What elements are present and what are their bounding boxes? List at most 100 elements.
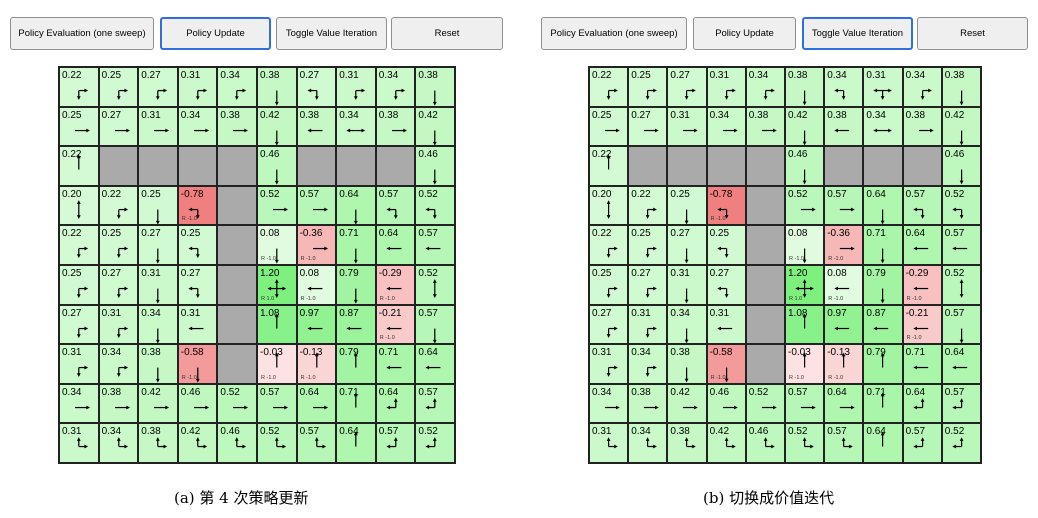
grid-cell[interactable]: 0.71 [902, 344, 942, 384]
grid-cell[interactable]: 0.87 [336, 304, 376, 345]
grid-cell[interactable]: 0.42 [415, 106, 455, 147]
wall-cell[interactable] [745, 264, 785, 305]
grid-cell[interactable]: 0.57 [941, 225, 981, 265]
grid-cell[interactable]: 0.57 [256, 383, 297, 424]
grid-cell[interactable]: 0.34 [745, 67, 785, 107]
reset-button[interactable]: Reset [391, 17, 503, 50]
grid-cell[interactable]: -0.58 R -1.0 [706, 344, 746, 384]
grid-cell[interactable]: 0.52 [785, 185, 825, 226]
grid-cell[interactable]: 0.42 [138, 383, 178, 424]
grid-cell[interactable]: 0.25 [667, 185, 707, 226]
grid-cell[interactable]: 0.31 [177, 67, 218, 107]
grid-cell[interactable]: 0.52 [745, 383, 785, 424]
grid-cell[interactable]: 0.31 [706, 304, 746, 345]
grid-cell[interactable]: 0.71 [375, 344, 416, 384]
grid-cell[interactable]: 0.27 [628, 264, 668, 305]
wall-cell[interactable] [336, 146, 376, 186]
grid-cell[interactable]: 0.57 [941, 383, 981, 424]
grid-cell[interactable]: 0.25 [59, 264, 99, 305]
grid-cell[interactable]: 0.31 [177, 304, 218, 345]
grid-cell[interactable]: -0.36 R -1.0 [296, 225, 337, 265]
policy-update-button[interactable]: Policy Update [693, 17, 796, 50]
grid-cell[interactable]: 0.57 [824, 423, 864, 463]
grid-cell[interactable]: 0.31 [59, 423, 99, 463]
grid-cell[interactable]: -0.36 R -1.0 [824, 225, 864, 265]
wall-cell[interactable] [138, 146, 178, 186]
grid-cell[interactable]: 0.71 [336, 383, 376, 424]
grid-cell[interactable]: 0.34 [59, 383, 99, 424]
grid-cell[interactable]: 0.42 [177, 423, 218, 463]
grid-cell[interactable]: 0.64 [824, 383, 864, 424]
wall-cell[interactable] [177, 146, 218, 186]
grid-cell[interactable]: 0.25 [589, 264, 629, 305]
grid-cell[interactable]: 0.34 [824, 67, 864, 107]
grid-cell[interactable]: 0.38 [902, 106, 942, 147]
grid-cell[interactable]: 0.38 [256, 67, 297, 107]
grid-cell[interactable]: 0.27 [98, 264, 139, 305]
policy-evaluation-button[interactable]: Policy Evaluation (one sweep) [541, 17, 687, 50]
grid-cell[interactable]: 0.27 [138, 67, 178, 107]
grid-cell[interactable]: 0.71 [863, 383, 903, 424]
grid-cell[interactable]: 0.08 R -1.0 [256, 225, 297, 265]
grid-cell[interactable]: 0.34 [138, 304, 178, 345]
grid-cell[interactable]: 0.25 [628, 67, 668, 107]
grid-cell[interactable]: 0.27 [628, 106, 668, 147]
wall-cell[interactable] [217, 185, 257, 226]
grid-cell[interactable]: 0.38 [785, 67, 825, 107]
grid-cell[interactable]: 0.34 [375, 67, 416, 107]
grid-cell[interactable]: 0.08 R -1.0 [824, 264, 864, 305]
grid-cell[interactable]: 0.57 [375, 423, 416, 463]
grid-cell[interactable]: 0.57 [415, 383, 455, 424]
grid-cell[interactable]: 0.64 [375, 383, 416, 424]
grid-cell[interactable]: 0.31 [667, 264, 707, 305]
grid-cell[interactable]: 0.57 [415, 304, 455, 345]
grid-cell[interactable]: 0.34 [706, 106, 746, 147]
grid-cell[interactable]: 0.38 [824, 106, 864, 147]
grid-cell[interactable]: 0.27 [589, 304, 629, 345]
grid-cell[interactable]: 0.08 R -1.0 [785, 225, 825, 265]
grid-cell[interactable]: 0.52 [256, 423, 297, 463]
grid-cell[interactable]: 0.34 [98, 344, 139, 384]
grid-cell[interactable]: -0.29 R -1.0 [375, 264, 416, 305]
grid-cell[interactable]: 0.38 [138, 344, 178, 384]
grid-cell[interactable]: 0.22 [59, 146, 99, 186]
grid-cell[interactable]: 0.38 [628, 383, 668, 424]
grid-cell[interactable]: -0.03 R -1.0 [256, 344, 297, 384]
grid-cell[interactable]: 0.34 [177, 106, 218, 147]
wall-cell[interactable] [375, 146, 416, 186]
wall-cell[interactable] [902, 146, 942, 186]
wall-cell[interactable] [217, 344, 257, 384]
wall-cell[interactable] [217, 264, 257, 305]
grid-cell[interactable]: 0.27 [667, 67, 707, 107]
grid-cell[interactable]: -0.78 R -1.0 [177, 185, 218, 226]
grid-cell[interactable]: 0.57 [824, 185, 864, 226]
toggle-value-iteration-button[interactable]: Toggle Value Iteration [802, 17, 913, 50]
wall-cell[interactable] [745, 225, 785, 265]
grid-cell[interactable]: 0.46 [177, 383, 218, 424]
grid-cell[interactable]: 0.38 [415, 67, 455, 107]
grid-cell[interactable]: 0.57 [415, 225, 455, 265]
grid-cell[interactable]: 0.52 [941, 264, 981, 305]
grid-cell[interactable]: 0.38 [745, 106, 785, 147]
grid-cell[interactable]: 0.25 [59, 106, 99, 147]
wall-cell[interactable] [863, 146, 903, 186]
grid-cell[interactable]: -0.13 R -1.0 [824, 344, 864, 384]
grid-cell[interactable]: 0.42 [256, 106, 297, 147]
wall-cell[interactable] [217, 146, 257, 186]
grid-cell[interactable]: 0.25 [98, 67, 139, 107]
grid-cell[interactable]: 0.20 [589, 185, 629, 226]
grid-cell[interactable]: 0.31 [706, 67, 746, 107]
wall-cell[interactable] [745, 304, 785, 345]
grid-cell[interactable]: 0.27 [177, 264, 218, 305]
grid-cell[interactable]: 0.38 [217, 106, 257, 147]
grid-cell[interactable]: -0.03 R -1.0 [785, 344, 825, 384]
grid-cell[interactable]: 0.46 [745, 423, 785, 463]
grid-cell[interactable]: 0.79 [863, 264, 903, 305]
grid-cell[interactable]: 0.20 [59, 185, 99, 226]
grid-cell[interactable]: 1.20 R 1.0 [256, 264, 297, 305]
grid-cell[interactable]: 0.71 [336, 225, 376, 265]
grid-cell[interactable]: 0.25 [98, 225, 139, 265]
grid-cell[interactable]: 0.34 [902, 67, 942, 107]
grid-cell[interactable]: 1.20 R 1.0 [785, 264, 825, 305]
grid-cell[interactable]: 0.31 [336, 67, 376, 107]
